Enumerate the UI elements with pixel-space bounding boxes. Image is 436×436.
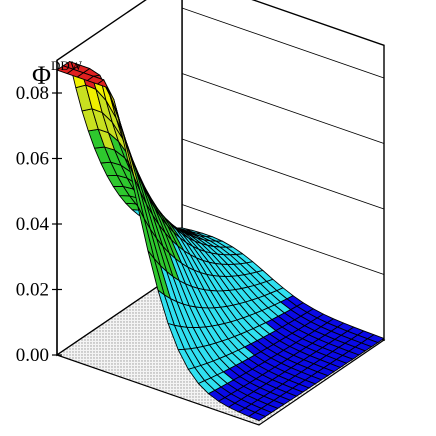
z-tick-label: 0.00 bbox=[16, 345, 49, 366]
gridline bbox=[181, 138, 385, 210]
z-axis-label: ΦDDW bbox=[32, 58, 83, 90]
z-tick-label: 0.04 bbox=[16, 214, 50, 235]
z-axis-label-superscript: DDW bbox=[51, 58, 83, 73]
z-tick-label: 0.02 bbox=[16, 280, 49, 301]
z-axis-ticks: 0.00 0.02 0.04 0.06 0.08 bbox=[16, 83, 62, 366]
back-wall-gridlines bbox=[181, 7, 385, 275]
gridline bbox=[181, 7, 385, 79]
z-tick-label: 0.08 bbox=[16, 83, 49, 104]
surface-mesh bbox=[56, 61, 385, 422]
gridline bbox=[181, 73, 385, 144]
z-axis-label-main: Φ bbox=[32, 61, 51, 90]
surface-cell bbox=[248, 411, 266, 422]
z-tick-label: 0.06 bbox=[16, 149, 49, 170]
gridline bbox=[181, 204, 385, 275]
